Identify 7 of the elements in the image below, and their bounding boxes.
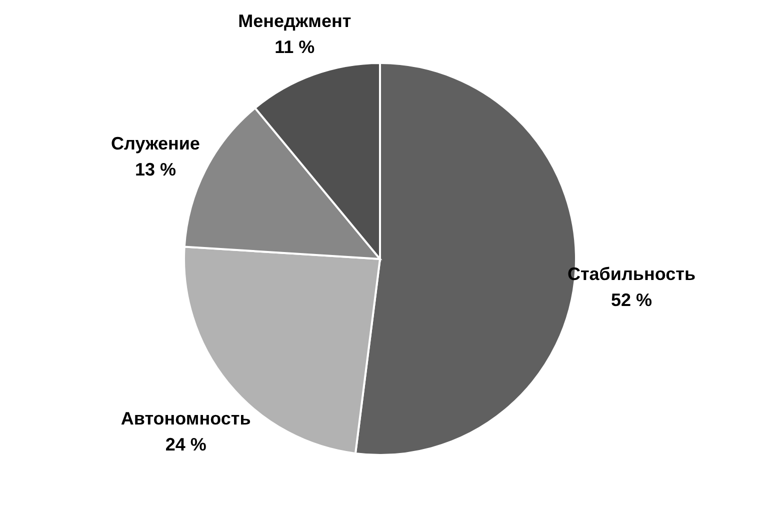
data-label: 52 % <box>610 290 652 310</box>
data-label: 13 % <box>134 160 176 180</box>
slice-label: Менеджмент <box>238 10 352 31</box>
data-label: 24 % <box>165 434 206 455</box>
data-label: 11 % <box>274 36 315 57</box>
slice-label: Автономность <box>120 408 251 429</box>
slice-label: Служение <box>111 134 200 154</box>
